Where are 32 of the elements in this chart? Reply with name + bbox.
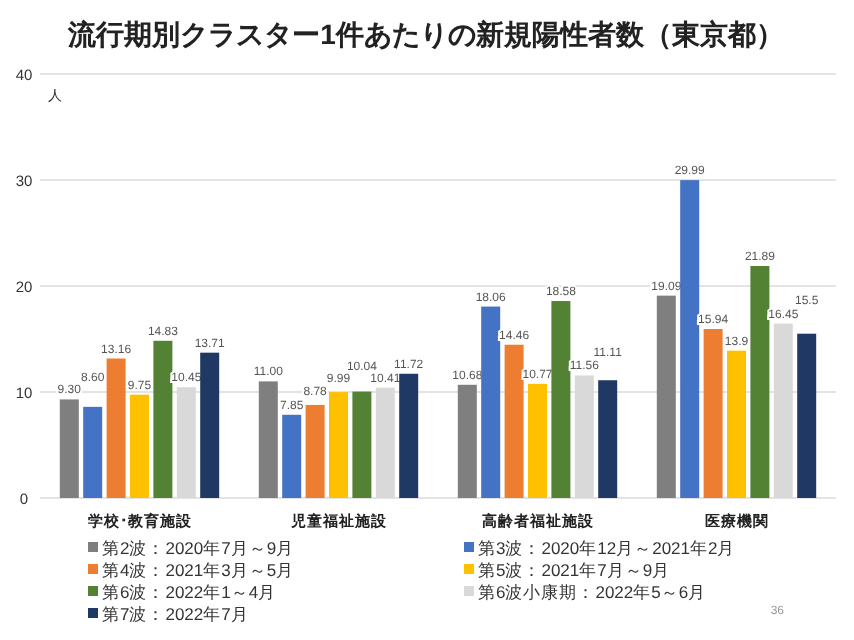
bar <box>551 301 571 498</box>
legend-label: 第5波：2021年7月～9月 <box>478 560 671 580</box>
bar <box>83 406 103 498</box>
bar <box>481 306 501 498</box>
bar <box>153 340 173 498</box>
bar <box>750 265 770 498</box>
legend-label: 第4波：2021年3月～5月 <box>102 560 295 580</box>
bar <box>656 295 676 498</box>
bar <box>703 329 723 498</box>
bar <box>329 392 348 498</box>
bar <box>680 180 700 498</box>
bar <box>528 383 547 498</box>
bar <box>598 380 618 498</box>
bar <box>399 373 419 498</box>
legend-label: 第6波小康期：2022年5～6月 <box>478 582 707 602</box>
legend-label: 第7波：2022年7月 <box>102 604 249 624</box>
bar <box>258 381 278 498</box>
bar <box>200 352 220 498</box>
bar <box>797 333 817 498</box>
bar <box>130 394 149 498</box>
bar <box>305 404 325 498</box>
bar <box>282 414 302 498</box>
bar <box>106 358 126 498</box>
chart-title: 流行期別クラスター1件あたりの新規陽性者数（東京都） <box>66 18 784 50</box>
bar <box>457 384 477 498</box>
bar <box>504 344 524 498</box>
legend-label: 第6波：2022年1～4月 <box>102 582 277 602</box>
legend-label: 第2波：2020年7月～9月 <box>102 538 295 558</box>
bar <box>352 391 372 498</box>
bar <box>59 399 79 498</box>
legend-label: 第3波：2020年12月～2021年2月 <box>478 538 736 558</box>
bar <box>727 350 746 498</box>
